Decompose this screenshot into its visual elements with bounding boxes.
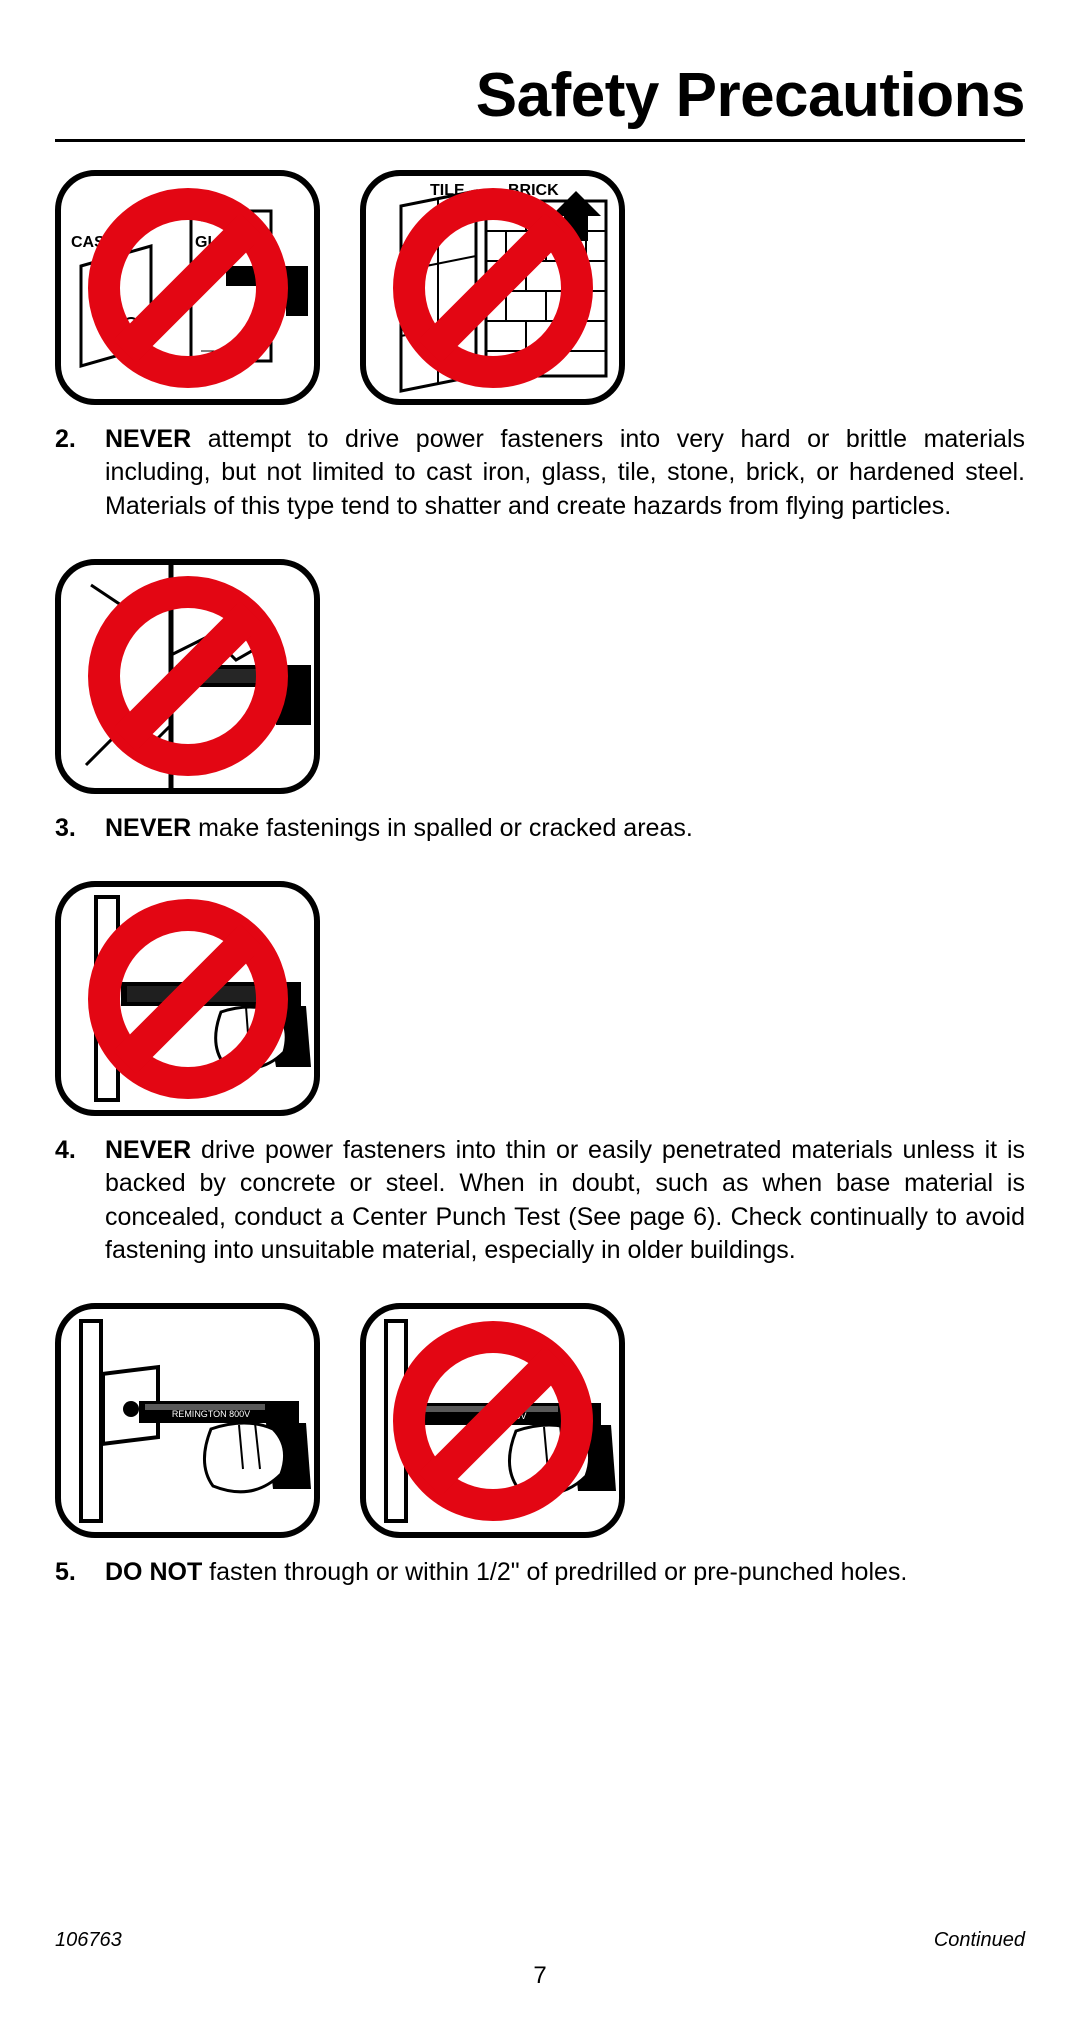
- illustration-cracked: [61, 565, 314, 788]
- icon-tile-brick: TILE BRICK: [360, 170, 625, 405]
- list-item-2: 2. NEVER attempt to drive power fastener…: [55, 423, 1025, 523]
- continued-label: Continued: [934, 1929, 1025, 1952]
- icon-row-2: [55, 559, 1025, 794]
- illustration-predrilled-no: 800V: [366, 1309, 619, 1532]
- page-title: Safety Precautions: [55, 60, 1025, 131]
- item-text: NEVER attempt to drive power fasteners i…: [105, 423, 1025, 523]
- item-text: DO NOT fasten through or within 1/2" of …: [105, 1556, 1025, 1589]
- label-brick: BRICK: [506, 182, 561, 200]
- item-text: NEVER make fastenings in spalled or crac…: [105, 812, 1025, 845]
- icon-row-4: REMINGTON 800V 800V: [55, 1303, 1025, 1538]
- document-page: Safety Precautions CAST GLASS: [0, 0, 1080, 2040]
- list-item-5: 5. DO NOT fasten through or within 1/2" …: [55, 1556, 1025, 1589]
- label-tile: TILE: [428, 182, 467, 200]
- label-glass: GLASS: [193, 234, 252, 252]
- item-number: 4.: [55, 1134, 105, 1267]
- list-item-3: 3. NEVER make fastenings in spalled or c…: [55, 812, 1025, 845]
- icon-predrilled-ok: REMINGTON 800V: [55, 1303, 320, 1538]
- page-number: 7: [533, 1962, 546, 1990]
- item-number: 2.: [55, 423, 105, 523]
- item-number: 5.: [55, 1556, 105, 1589]
- item-text: NEVER drive power fasteners into thin or…: [105, 1134, 1025, 1267]
- icon-row-1: CAST GLASS: [55, 170, 1025, 405]
- title-rule: [55, 139, 1025, 142]
- icon-thin-material: [55, 881, 320, 1116]
- illustration-cast-glass: [61, 176, 314, 399]
- icon-row-3: [55, 881, 1025, 1116]
- label-cast: CAST: [69, 234, 117, 252]
- icon-cast-glass: CAST GLASS: [55, 170, 320, 405]
- svg-text:REMINGTON 800V: REMINGTON 800V: [172, 1409, 250, 1419]
- illustration-tile-brick: [366, 176, 619, 399]
- illustration-thin-material: [61, 887, 314, 1110]
- icon-predrilled-no: 800V: [360, 1303, 625, 1538]
- illustration-predrilled-ok: REMINGTON 800V: [61, 1309, 314, 1532]
- item-number: 3.: [55, 812, 105, 845]
- doc-number: 106763: [55, 1929, 122, 1952]
- svg-text:800V: 800V: [505, 1411, 526, 1421]
- icon-cracked: [55, 559, 320, 794]
- list-item-4: 4. NEVER drive power fasteners into thin…: [55, 1134, 1025, 1267]
